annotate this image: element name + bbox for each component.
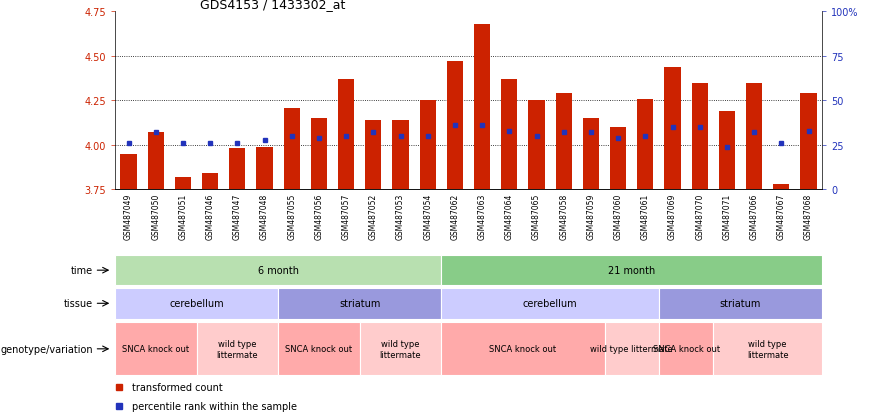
Bar	[229, 149, 246, 190]
Bar	[115, 323, 196, 375]
Bar	[474, 25, 491, 190]
Bar	[311, 119, 327, 190]
Text: tissue: tissue	[64, 299, 93, 309]
Bar	[115, 255, 441, 286]
Text: GSM487064: GSM487064	[505, 193, 514, 240]
Text: wild type
littermate: wild type littermate	[380, 339, 422, 358]
Bar	[610, 128, 626, 190]
Bar	[360, 323, 441, 375]
Text: GSM487059: GSM487059	[586, 193, 596, 240]
Text: wild type
littermate: wild type littermate	[217, 339, 258, 358]
Text: striatum: striatum	[339, 299, 380, 309]
Bar	[659, 288, 822, 319]
Bar	[637, 100, 653, 190]
Text: GSM487057: GSM487057	[341, 193, 351, 240]
Bar	[713, 323, 822, 375]
Text: genotype/variation: genotype/variation	[1, 344, 93, 354]
Bar	[175, 178, 191, 190]
Bar	[278, 323, 360, 375]
Text: cerebellum: cerebellum	[169, 299, 224, 309]
Text: GSM487055: GSM487055	[287, 193, 296, 240]
Bar	[691, 83, 708, 190]
Text: GSM487065: GSM487065	[532, 193, 541, 240]
Text: GSM487047: GSM487047	[232, 193, 242, 240]
Bar	[441, 255, 822, 286]
Bar	[196, 323, 278, 375]
Bar	[774, 185, 789, 190]
Bar	[441, 288, 659, 319]
Text: GSM487062: GSM487062	[451, 193, 460, 239]
Bar	[800, 94, 817, 190]
Bar	[605, 323, 659, 375]
Text: GSM487048: GSM487048	[260, 193, 269, 239]
Bar	[665, 67, 681, 190]
Text: wild type
littermate: wild type littermate	[747, 339, 789, 358]
Bar	[115, 288, 278, 319]
Text: SNCA knock out: SNCA knock out	[122, 344, 189, 354]
Bar	[441, 323, 605, 375]
Bar	[284, 108, 300, 190]
Bar	[202, 174, 218, 190]
Text: GSM487071: GSM487071	[722, 193, 731, 239]
Text: GSM487058: GSM487058	[560, 193, 568, 239]
Text: GSM487051: GSM487051	[179, 193, 187, 239]
Text: 6 month: 6 month	[257, 266, 299, 275]
Text: striatum: striatum	[720, 299, 761, 309]
Text: GDS4153 / 1433302_at: GDS4153 / 1433302_at	[200, 0, 345, 11]
Text: GSM487060: GSM487060	[613, 193, 622, 240]
Bar	[278, 288, 441, 319]
Bar	[746, 83, 762, 190]
Text: GSM487054: GSM487054	[423, 193, 432, 240]
Text: GSM487069: GSM487069	[668, 193, 677, 240]
Text: time: time	[71, 266, 93, 275]
Text: SNCA knock out: SNCA knock out	[652, 344, 720, 354]
Bar	[446, 62, 463, 190]
Text: GSM487052: GSM487052	[369, 193, 377, 239]
Bar	[719, 112, 735, 190]
Bar	[120, 154, 137, 190]
Text: GSM487046: GSM487046	[206, 193, 215, 240]
Text: GSM487049: GSM487049	[124, 193, 133, 240]
Bar	[529, 101, 545, 190]
Text: GSM487061: GSM487061	[641, 193, 650, 239]
Bar	[392, 121, 408, 190]
Bar	[555, 94, 572, 190]
Text: percentile rank within the sample: percentile rank within the sample	[133, 401, 297, 411]
Text: SNCA knock out: SNCA knock out	[490, 344, 557, 354]
Text: GSM487067: GSM487067	[777, 193, 786, 240]
Bar	[420, 101, 436, 190]
Text: 21 month: 21 month	[608, 266, 655, 275]
Bar	[659, 323, 713, 375]
Bar	[148, 133, 164, 190]
Bar	[256, 147, 272, 190]
Text: GSM487068: GSM487068	[804, 193, 813, 239]
Text: GSM487063: GSM487063	[477, 193, 486, 240]
Text: GSM487066: GSM487066	[750, 193, 758, 240]
Bar	[501, 80, 517, 190]
Text: SNCA knock out: SNCA knock out	[286, 344, 353, 354]
Text: GSM487070: GSM487070	[695, 193, 705, 240]
Text: wild type littermate: wild type littermate	[591, 344, 673, 354]
Bar	[583, 119, 599, 190]
Text: GSM487056: GSM487056	[315, 193, 324, 240]
Text: GSM487053: GSM487053	[396, 193, 405, 240]
Bar	[365, 121, 382, 190]
Text: GSM487050: GSM487050	[151, 193, 160, 240]
Text: transformed count: transformed count	[133, 382, 223, 392]
Bar	[338, 80, 354, 190]
Text: cerebellum: cerebellum	[522, 299, 577, 309]
